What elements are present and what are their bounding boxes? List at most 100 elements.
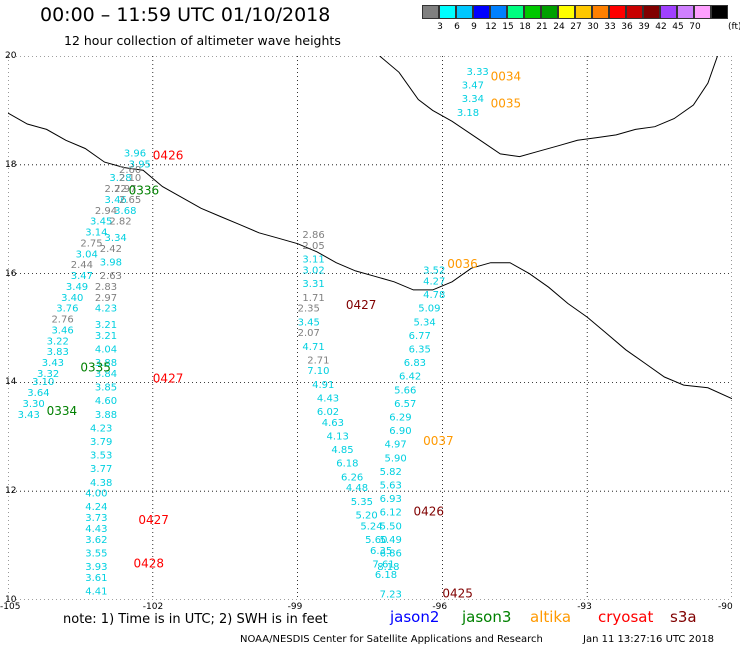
swh-value: 3.64 [27, 388, 49, 399]
latitude-label: 16 [5, 268, 17, 279]
swh-value: 2.60 [119, 165, 141, 176]
scale-label: 42 [655, 22, 667, 32]
swh-value: 2.07 [298, 328, 320, 339]
scale-label: 6 [454, 22, 460, 32]
legend-cryosat: cryosat [598, 608, 654, 626]
scale-label: 70 [689, 22, 701, 32]
map-area: 3.963.952.603.282.102.722.973.462.652.94… [8, 56, 732, 600]
latitude-label: 10 [5, 595, 17, 605]
pass-time-altika: 0037 [423, 434, 454, 448]
swh-value: 3.47 [462, 81, 484, 92]
pass-time-cryosat: 0428 [133, 556, 164, 570]
scale-label: 12 [485, 22, 497, 32]
scale-swatch [456, 5, 473, 19]
swh-value: 3.40 [61, 293, 83, 304]
swh-value: 3.34 [105, 233, 127, 244]
swh-value: 4.13 [327, 432, 349, 443]
swh-value: 3.30 [22, 399, 44, 410]
swh-value: 2.94 [95, 206, 117, 217]
coastline [8, 56, 732, 400]
legend-altika: altika [530, 608, 572, 626]
scale-label: 27 [570, 22, 582, 32]
pass-time-s3a: 0426 [413, 505, 444, 519]
swh-value: 6.18 [375, 570, 397, 581]
longitude-label: -93 [577, 602, 592, 612]
swh-value: 2.63 [100, 271, 122, 282]
swh-value: 3.46 [51, 325, 73, 336]
swh-value: 5.20 [356, 510, 378, 521]
swh-value: 2.97 [114, 184, 136, 195]
scale-label: 36 [621, 22, 633, 32]
chart-subtitle: 12 hour collection of altimeter wave hei… [64, 33, 341, 48]
swh-value: 4.24 [85, 502, 107, 513]
swh-value: 4.43 [317, 393, 339, 404]
swh-value: 4.43 [85, 524, 107, 535]
swh-value: 2.35 [298, 304, 320, 315]
swh-value: 4.23 [95, 304, 117, 315]
scale-swatch [609, 5, 626, 19]
swh-value: 5.63 [380, 480, 402, 491]
swh-value: 6.93 [380, 494, 402, 505]
pass-time-cryosat: 0426 [153, 148, 184, 162]
swh-value: 5.24 [360, 521, 382, 532]
scale-unit: (ft) [728, 22, 740, 32]
pass-time-jason3: 0334 [47, 404, 78, 418]
swh-value: 3.62 [85, 535, 107, 546]
swh-value: 6.57 [394, 399, 416, 410]
pass-time-jason3: 0336 [129, 184, 160, 198]
longitude-label: -99 [287, 602, 303, 612]
scale-swatch [524, 5, 541, 19]
swh-value: 3.88 [95, 410, 117, 421]
swh-value: 2.76 [51, 315, 73, 326]
pass-time-s3a: 0427 [346, 298, 377, 312]
swh-value: 3.83 [47, 347, 69, 358]
swh-value: 2.42 [100, 244, 122, 255]
swh-value: 6.35 [370, 546, 392, 557]
scale-swatch [473, 5, 490, 19]
swh-value: 3.21 [95, 331, 117, 342]
swh-value: 7.10 [307, 366, 329, 377]
swh-value: 3.88 [95, 358, 117, 369]
swh-value: 5.35 [351, 497, 373, 508]
swh-value: 2.10 [119, 173, 141, 184]
swh-value: 6.90 [389, 426, 411, 437]
swh-value: 3.11 [302, 255, 324, 266]
scale-swatch [507, 5, 524, 19]
swh-value: 3.45 [90, 217, 112, 228]
scale-swatch [439, 5, 456, 19]
swh-value: 2.86 [302, 230, 324, 241]
chart-title: 00:00 – 11:59 UTC 01/10/2018 [40, 4, 331, 26]
swh-value: 7.61 [372, 559, 394, 570]
swh-value: 4.71 [302, 342, 324, 353]
swh-value: 3.85 [95, 383, 117, 394]
swh-value: 3.84 [95, 369, 117, 380]
scale-label: 9 [471, 22, 477, 32]
swh-value: 3.43 [42, 358, 64, 369]
scale-swatch [575, 5, 592, 19]
pass-time-cryosat: 0427 [138, 513, 169, 527]
swh-value: 2.83 [95, 282, 117, 293]
swh-value: 3.04 [76, 249, 98, 260]
scale-label: 30 [587, 22, 599, 32]
swh-value: 2.44 [71, 260, 93, 271]
swh-value: 5.09 [418, 304, 440, 315]
swh-value: 4.85 [331, 445, 353, 456]
swh-value: 3.22 [47, 336, 69, 347]
pass-time-altika: 0034 [491, 69, 522, 83]
swh-value: 2.97 [95, 293, 117, 304]
legend-s3a: s3a [670, 608, 697, 626]
legend-jason2: jason2 [390, 608, 440, 626]
swh-value: 3.96 [124, 149, 146, 160]
swh-value: 2.71 [307, 355, 329, 366]
legend-jason3: jason3 [462, 608, 512, 626]
swh-value: 3.02 [302, 266, 324, 277]
pacific-coastline [8, 112, 732, 400]
generation-timestamp: Jan 11 13:27:16 UTC 2018 [583, 634, 715, 645]
swh-value: 3.45 [298, 317, 320, 328]
scale-label: 33 [604, 22, 616, 32]
swh-value: 6.26 [341, 472, 363, 483]
swh-value: 5.60 [365, 535, 387, 546]
scale-swatch [558, 5, 575, 19]
pass-time-labels: 0336 0335 0334 0426 0427 0427 0428 0427 0426 0425… [47, 69, 522, 600]
swh-value: 3.95 [129, 160, 151, 171]
